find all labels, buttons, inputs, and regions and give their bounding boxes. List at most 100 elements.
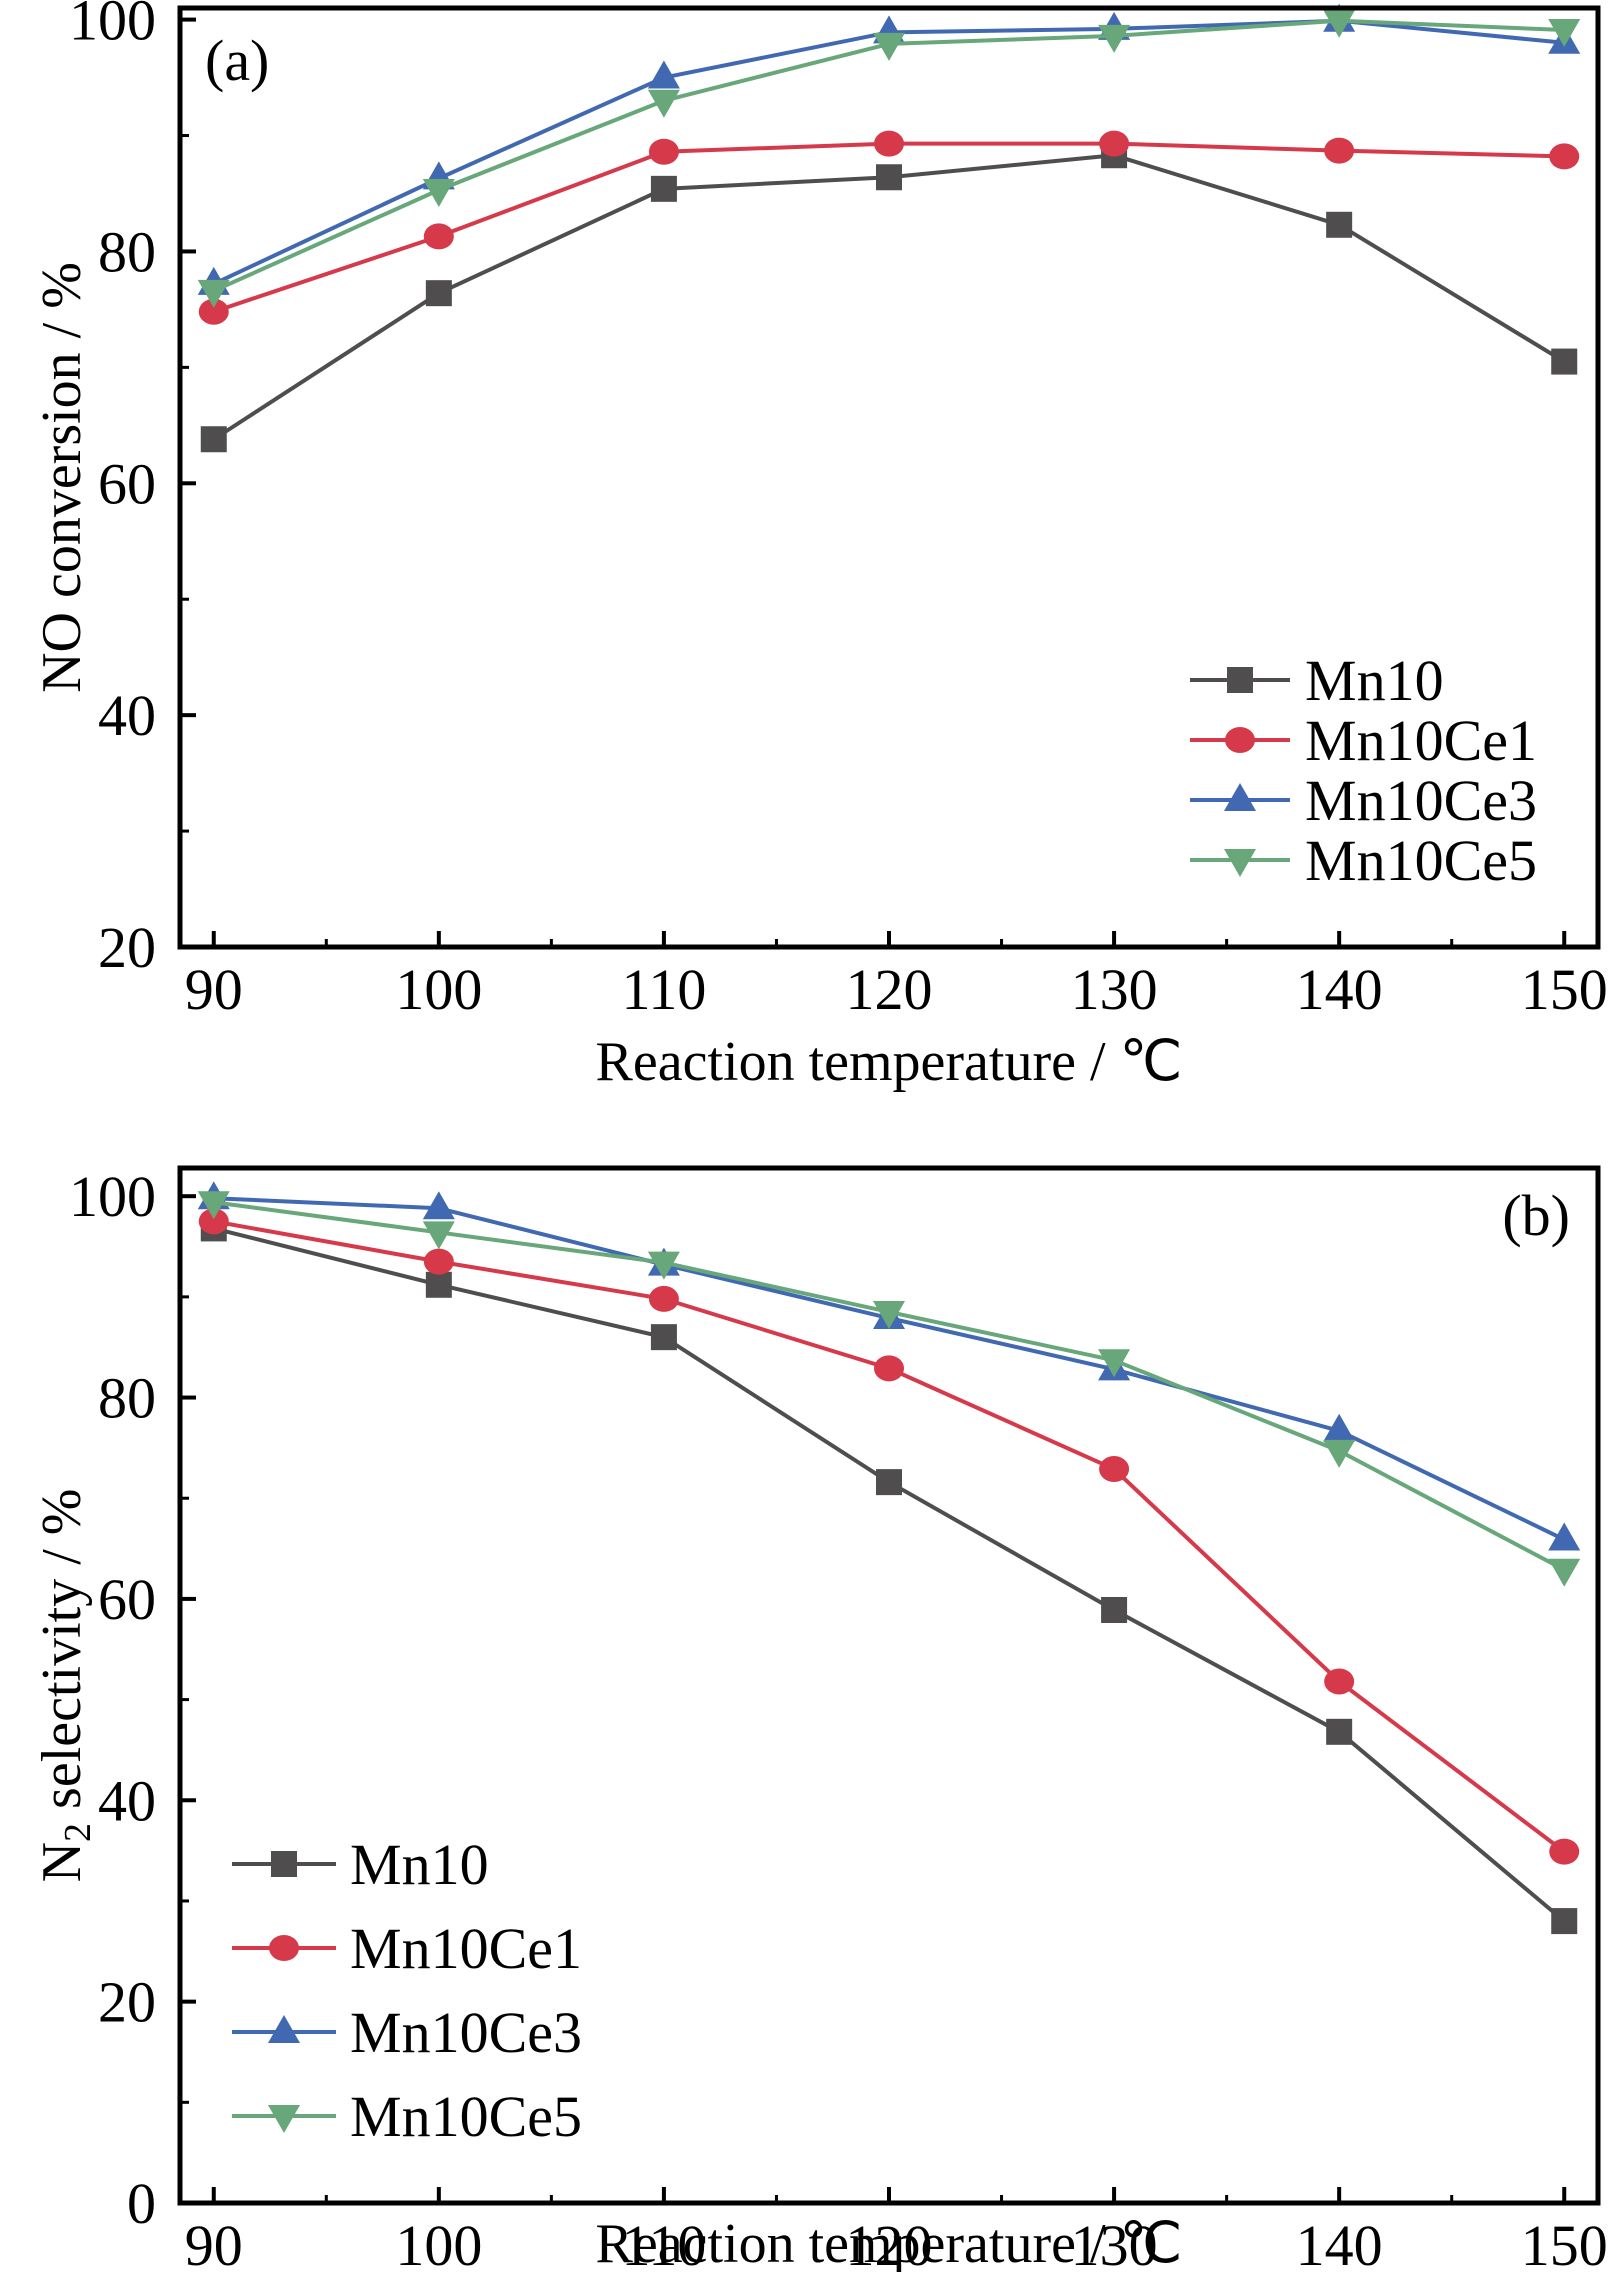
data-point-mn10ce1 (874, 130, 904, 157)
legend-item-mn10: Mn10 (232, 1832, 489, 1897)
y-tick-label: 40 (98, 683, 156, 748)
data-point-mn10ce5 (1098, 1349, 1131, 1378)
data-point-mn10ce5 (197, 279, 230, 308)
legend-item-mn10: Mn10 (1190, 648, 1444, 713)
legend-item-mn10ce3: Mn10Ce3 (1190, 768, 1537, 833)
y-tick-label: 100 (69, 1164, 156, 1229)
x-tick-label: 140 (1296, 957, 1383, 1022)
y-tick-label: 20 (98, 915, 156, 980)
data-point-mn10ce1 (1549, 143, 1580, 170)
x-tick-label: 90 (185, 2213, 243, 2272)
legend-marker-mn10 (271, 1851, 297, 1877)
series-mn10ce1 (198, 130, 1580, 325)
data-point-mn10ce1 (198, 1208, 229, 1235)
data-point-mn10 (1101, 1596, 1128, 1623)
x-tick-label: 140 (1296, 2213, 1383, 2272)
data-point-mn10ce3 (1548, 1522, 1581, 1551)
data-point-mn10ce5 (647, 1251, 680, 1280)
data-point-mn10 (425, 1271, 452, 1298)
data-point-mn10ce5 (873, 1300, 905, 1329)
panel-b-axes: 90 100 110 120 130 140 150 0 20 40 60 80 100 (69, 1164, 1608, 2272)
legend-item-mn10ce1: Mn10Ce1 (1190, 708, 1537, 773)
x-tick-label: 120 (846, 957, 933, 1022)
ylabel-n: N (31, 1842, 93, 1882)
data-point-mn10ce5 (197, 1191, 230, 1220)
x-tick-label: 100 (395, 957, 482, 1022)
legend-label: Mn10Ce5 (350, 2084, 582, 2149)
x-tick-label: 100 (395, 2213, 482, 2272)
panel-b-n2-selectivity: 90 100 110 120 130 140 150 0 20 40 60 80 100 (b) Rea… (31, 1164, 1608, 2272)
x-tick-label: 150 (1521, 2213, 1608, 2272)
panel-a-axes: 90 100 110 120 130 140 150 20 40 60 80 100 (69, 0, 1608, 1022)
panel-a-series (197, 3, 1581, 453)
legend-item-mn10ce3: Mn10Ce3 (232, 2000, 582, 2065)
legend-marker-mn10ce1 (269, 1935, 299, 1961)
data-point-mn10ce1 (423, 223, 454, 250)
panel-b-legend: Mn10 Mn10Ce1 Mn10Ce3 Mn10Ce5 (232, 1832, 582, 2149)
legend-marker-mn10ce3 (1224, 783, 1256, 811)
data-point-mn10 (650, 1324, 677, 1351)
y-tick-label: 100 (69, 0, 156, 53)
data-point-mn10 (1326, 1718, 1353, 1745)
data-point-mn10ce5 (1323, 1439, 1356, 1468)
panel-b-series (197, 1181, 1581, 1935)
legend-marker-mn10 (1227, 667, 1253, 693)
data-point-mn10ce1 (874, 1355, 904, 1382)
ylabel-subscript: 2 (57, 1823, 99, 1842)
data-point-mn10ce3 (1323, 1413, 1356, 1442)
y-tick-label: 60 (98, 1567, 156, 1632)
series-mn10ce1 (198, 1208, 1580, 1865)
data-point-mn10ce1 (1099, 130, 1130, 157)
data-point-mn10ce5 (873, 32, 905, 61)
data-point-mn10 (876, 1469, 902, 1496)
ylabel-rest: selectivity / % (31, 1489, 93, 1823)
x-tick-label: 150 (1521, 957, 1608, 1022)
y-tick-label: 40 (98, 1768, 156, 1833)
data-point-mn10ce1 (648, 138, 679, 165)
data-point-mn10 (1551, 1908, 1578, 1935)
series-mn10ce5 (197, 9, 1581, 308)
data-point-mn10 (425, 280, 452, 307)
data-point-mn10ce1 (648, 1285, 679, 1312)
data-point-mn10 (650, 175, 677, 202)
panel-a-no-conversion: 90 100 110 120 130 140 150 20 40 60 80 100 (a) Reac… (31, 0, 1608, 1093)
x-tick-label: 110 (621, 2213, 706, 2272)
x-tick-label: 90 (185, 957, 243, 1022)
panel-b-x-axis-title: Reaction temperature / ℃ (596, 2213, 1183, 2272)
legend-label: Mn10Ce1 (350, 1916, 582, 1981)
legend-label: Mn10Ce5 (1305, 828, 1537, 893)
legend-item-mn10ce1: Mn10Ce1 (232, 1916, 582, 1981)
data-point-mn10 (876, 164, 902, 191)
data-point-mn10ce5 (1098, 24, 1131, 53)
panel-b-label: (b) (1502, 1183, 1570, 1248)
data-point-mn10 (1551, 348, 1578, 375)
legend-item-mn10ce5: Mn10Ce5 (1190, 828, 1537, 893)
data-point-mn10ce1 (423, 1248, 454, 1275)
series-line-mn10 (213, 1226, 1566, 1923)
y-tick-label: 20 (98, 1970, 156, 2035)
legend-label: Mn10Ce3 (350, 2000, 582, 2065)
series-mn10ce5 (197, 1191, 1581, 1587)
series-mn10 (200, 142, 1578, 453)
data-point-mn10ce5 (1323, 9, 1356, 38)
data-point-mn10ce1 (1324, 137, 1355, 164)
legend-label: Mn10Ce1 (1305, 708, 1537, 773)
legend-marker-mn10ce1 (1225, 727, 1255, 753)
data-point-mn10 (200, 426, 227, 453)
legend-item-mn10ce5: Mn10Ce5 (232, 2084, 582, 2149)
y-tick-label: 80 (98, 1366, 156, 1431)
legend-marker-mn10ce5 (1224, 849, 1256, 877)
data-point-mn10ce5 (422, 1221, 455, 1250)
data-point-mn10ce5 (422, 179, 455, 208)
data-point-mn10ce3 (647, 60, 680, 89)
data-point-mn10ce5 (647, 89, 680, 118)
legend-label: Mn10Ce3 (1305, 768, 1537, 833)
legend-label: Mn10 (350, 1832, 489, 1897)
x-tick-label: 110 (621, 957, 706, 1022)
panel-a-x-axis-title: Reaction temperature / ℃ (596, 1031, 1183, 1093)
panel-b-y-axis-title: N2 selectivity / % (31, 1489, 99, 1883)
y-tick-label: 60 (98, 451, 156, 516)
y-tick-label: 80 (98, 219, 156, 284)
